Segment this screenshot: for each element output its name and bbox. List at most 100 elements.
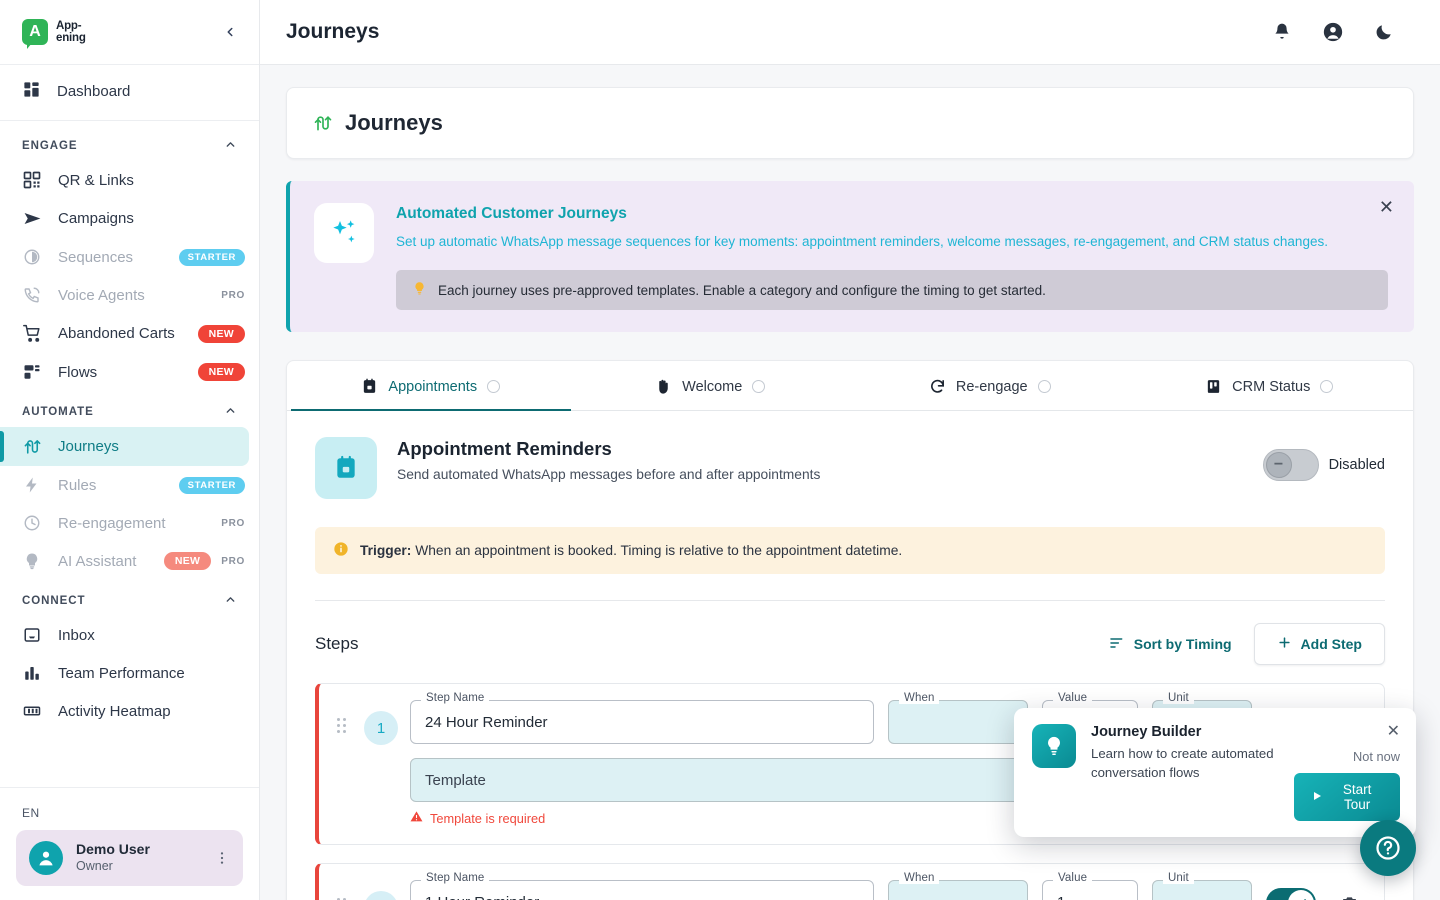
sidebar-item-team-performance[interactable]: Team Performance xyxy=(0,654,259,692)
flow-icon xyxy=(22,363,42,381)
section-title: CONNECT xyxy=(22,595,86,607)
chevron-up-icon xyxy=(224,593,237,609)
sidebar-item-re-engagement[interactable]: Re-engagement PRO xyxy=(0,504,259,542)
sidebar-item-ai-assistant[interactable]: AI Assistant NEW PRO xyxy=(0,542,259,580)
topbar: Journeys xyxy=(260,0,1440,65)
info-icon xyxy=(333,541,349,560)
sidebar-item-label: Campaigns xyxy=(58,210,134,227)
more-vertical-icon xyxy=(220,852,224,864)
plus-icon xyxy=(1277,635,1292,653)
sidebar-item-label: Journeys xyxy=(58,438,119,455)
step-number: 2 xyxy=(364,891,398,900)
brand-logo[interactable]: A App- ening xyxy=(22,19,86,49)
bolt-icon xyxy=(22,476,42,494)
step-enabled-toggle[interactable] xyxy=(1266,888,1316,900)
sidebar-item-voice-agents[interactable]: Voice Agents PRO xyxy=(0,276,259,314)
tab-label: Appointments xyxy=(388,378,478,395)
sort-by-timing-button[interactable]: Sort by Timing xyxy=(1099,627,1242,662)
badge-starter: STARTER xyxy=(178,248,245,266)
banner-title: Automated Customer Journeys xyxy=(396,205,627,222)
start-tour-label: Start Tour xyxy=(1342,782,1372,812)
sidebar-item-inbox[interactable]: Inbox xyxy=(0,616,259,654)
step-fields: Step Name 24 Hour Reminder When Value 24 xyxy=(410,692,1368,826)
sidebar-divider xyxy=(0,120,259,121)
account-circle-icon[interactable] xyxy=(1322,21,1344,43)
sidebar-item-qr-links[interactable]: QR & Links xyxy=(0,161,259,199)
step-name-field[interactable]: Step Name 24 Hour Reminder xyxy=(410,692,874,745)
wave-hand-icon xyxy=(655,378,672,395)
step-value-field[interactable]: Value 1 xyxy=(1042,872,1138,900)
sidebar-item-label: QR & Links xyxy=(58,171,134,189)
dark-mode-moon-icon[interactable] xyxy=(1374,22,1394,42)
tour-close-button[interactable]: ✕ xyxy=(1386,723,1400,740)
calendar-icon xyxy=(315,437,377,500)
delete-step-button[interactable] xyxy=(1330,885,1368,900)
sort-icon xyxy=(1109,635,1125,654)
sidebar-item-label: Activity Heatmap xyxy=(58,702,171,720)
page-title: Journeys xyxy=(345,110,443,135)
badge-pro: PRO xyxy=(221,517,245,529)
sparkles-icon xyxy=(314,203,374,263)
sidebar-item-sequences[interactable]: Sequences STARTER xyxy=(0,238,259,276)
tab-crm-status[interactable]: CRM Status xyxy=(1130,361,1410,410)
step-when-select[interactable]: When xyxy=(888,872,1028,900)
badge-new: NEW xyxy=(197,363,245,381)
user-menu-button[interactable] xyxy=(214,850,230,866)
bell-icon[interactable] xyxy=(1272,22,1292,42)
lightbulb-icon xyxy=(1032,724,1076,768)
field-label: Unit xyxy=(1163,872,1194,885)
sidebar-collapse-button[interactable] xyxy=(217,19,243,45)
inbox-icon xyxy=(22,626,42,644)
sidebar-item-dashboard[interactable]: Dashboard xyxy=(0,69,259,114)
tab-label: Re-engage xyxy=(955,378,1028,395)
chevron-up-icon xyxy=(224,404,237,420)
steps-header: Steps Sort by Timing Add Step xyxy=(315,601,1385,683)
step-name-field[interactable]: Step Name 1 Hour Reminder xyxy=(410,872,874,900)
sidebar-item-campaigns[interactable]: Campaigns xyxy=(0,199,259,238)
sidebar-item-abandoned-carts[interactable]: Abandoned Carts NEW xyxy=(0,314,259,353)
sidebar-item-flows[interactable]: Flows NEW xyxy=(0,353,259,391)
banner-body: Automated Customer Journeys Set up autom… xyxy=(396,203,1388,311)
drag-handle[interactable] xyxy=(329,880,352,900)
tour-title: Journey Builder xyxy=(1091,724,1202,740)
language-selector[interactable]: EN xyxy=(22,806,40,820)
sidebar-item-activity-heatmap[interactable]: Activity Heatmap xyxy=(0,692,259,730)
field-label: When xyxy=(899,692,940,705)
sidebar-item-label: Rules xyxy=(58,476,97,494)
help-fab-button[interactable] xyxy=(1360,820,1416,876)
tab-appointments[interactable]: Appointments xyxy=(291,361,571,412)
user-card[interactable]: Demo User Owner xyxy=(16,830,243,886)
step-unit-value xyxy=(1152,880,1252,900)
badge-new: NEW xyxy=(163,552,212,570)
drag-handle[interactable] xyxy=(329,700,352,734)
clock-icon xyxy=(22,514,42,532)
add-step-button[interactable]: Add Step xyxy=(1253,623,1385,666)
banner-close-button[interactable]: ✕ xyxy=(1378,197,1394,217)
banner-text: Set up automatic WhatsApp message sequen… xyxy=(396,234,1328,249)
sidebar-item-journeys[interactable]: Journeys xyxy=(0,427,249,466)
tour-not-now-button[interactable]: Not now xyxy=(1353,749,1400,764)
tab-label: Welcome xyxy=(682,378,743,395)
logo-letter: A xyxy=(29,23,41,40)
tab-re-engage[interactable]: Re-engage xyxy=(850,361,1130,410)
heatmap-icon xyxy=(22,702,42,720)
lightbulb-icon xyxy=(412,281,427,299)
step-when-select[interactable]: When xyxy=(888,692,1028,745)
start-tour-button[interactable]: Start Tour xyxy=(1294,773,1400,821)
sidebar-item-rules[interactable]: Rules STARTER xyxy=(0,466,259,504)
journeys-icon xyxy=(22,437,42,456)
field-label: Step Name xyxy=(421,872,490,885)
tab-bar: Appointments Welcome Re-engage xyxy=(287,361,1413,412)
steps-title: Steps xyxy=(315,634,359,654)
step-unit-select[interactable]: Unit xyxy=(1152,872,1252,900)
journey-meta: Appointment Reminders Send automated Wha… xyxy=(397,437,820,482)
step-template-error: Template is required xyxy=(410,810,1368,826)
chevron-left-icon xyxy=(227,27,233,37)
sidebar-section-engage[interactable]: ENGAGE xyxy=(0,125,259,161)
sidebar-section-automate[interactable]: AUTOMATE xyxy=(0,391,259,427)
badge-pro: PRO xyxy=(221,555,245,567)
field-label: When xyxy=(899,872,940,885)
tab-welcome[interactable]: Welcome xyxy=(571,361,851,410)
sidebar-section-connect[interactable]: CONNECT xyxy=(0,580,259,616)
journey-enable-toggle[interactable]: − xyxy=(1262,449,1319,482)
